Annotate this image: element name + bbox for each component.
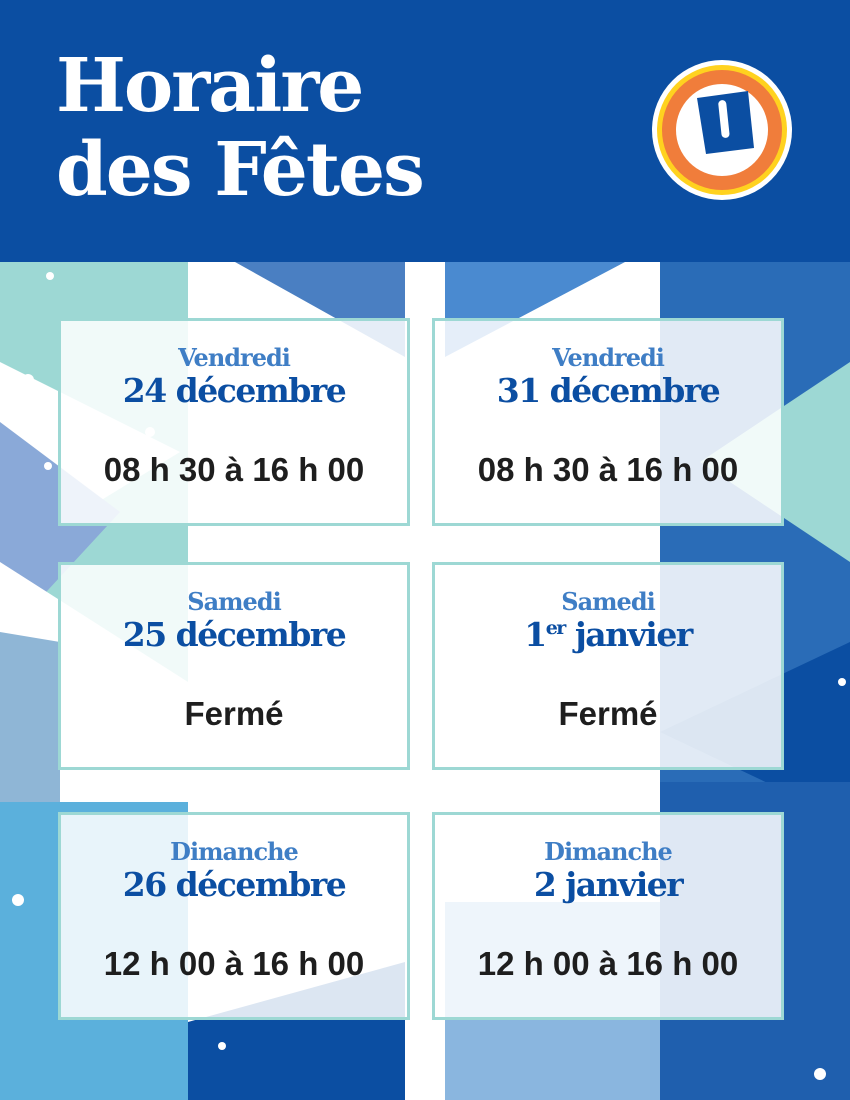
hours-label: 08 h 30 à 16 h 00 [103,451,365,488]
schedule-card-jan-1: Samedi 1er janvier Fermé [432,562,784,770]
title-line-1: Horaire [56,43,364,129]
schedule-card-jan-2: Dimanche 2 janvier 12 h 00 à 16 h 00 [432,812,784,1020]
hours-label: 08 h 30 à 16 h 00 [477,451,739,488]
day-label: Samedi [187,587,281,616]
store-logo-icon [652,60,792,200]
schedule-card-dec-24: Vendredi 24 décembre 08 h 30 à 16 h 00 [58,318,410,526]
day-label: Vendredi [178,343,291,372]
date-label: 31 décembre [496,371,721,410]
date-label: 2 janvier [533,865,684,904]
hours-label: 12 h 00 à 16 h 00 [103,945,365,982]
day-label: Dimanche [544,837,673,866]
schedule-card-dec-25: Samedi 25 décembre Fermé [58,562,410,770]
date-label: 1er janvier [435,615,781,654]
header-banner: Horaire des Fêtes [0,0,850,262]
date-ordinal: er [545,617,567,639]
title-line-2: des Fêtes [56,127,425,213]
day-label: Vendredi [552,343,665,372]
date-label: 26 décembre [122,865,347,904]
date-month: janvier [564,615,693,654]
date-number: 1 [524,615,547,654]
schedule-card-dec-26: Dimanche 26 décembre 12 h 00 à 16 h 00 [58,812,410,1020]
hours-label: Fermé [184,695,284,732]
day-label: Samedi [561,587,655,616]
date-label: 25 décembre [122,615,347,654]
date-label: 24 décembre [122,371,347,410]
hours-label: 12 h 00 à 16 h 00 [477,945,739,982]
day-label: Dimanche [170,837,299,866]
schedule-card-dec-31: Vendredi 31 décembre 08 h 30 à 16 h 00 [432,318,784,526]
hours-label: Fermé [558,695,658,732]
page-title: Horaire des Fêtes [56,43,425,213]
